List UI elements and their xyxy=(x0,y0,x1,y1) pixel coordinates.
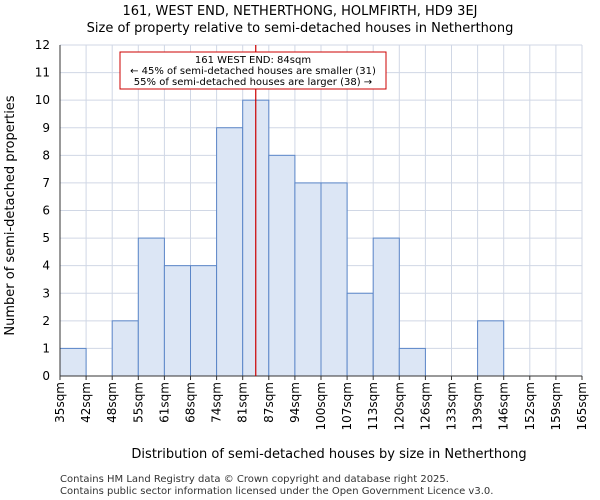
x-tick-label: 81sqm xyxy=(236,382,250,423)
x-tick-label: 126sqm xyxy=(418,382,432,430)
x-tick-label: 146sqm xyxy=(497,382,511,430)
x-tick-label: 107sqm xyxy=(340,382,354,430)
histogram-bar xyxy=(163,265,191,377)
annotation-smaller: ← 45% of semi-detached houses are smalle… xyxy=(130,66,376,77)
annotation-title: 161 WEST END: 84sqm xyxy=(195,55,311,66)
histogram-bar xyxy=(294,182,322,377)
footer-licence: Contains public sector information licen… xyxy=(60,486,494,497)
histogram-bar xyxy=(398,347,426,377)
x-tick-label: 120sqm xyxy=(392,382,406,430)
annotation-box xyxy=(119,51,387,90)
annotation-larger: 55% of semi-detached houses are larger (… xyxy=(134,77,372,88)
y-tick-label: 4 xyxy=(42,259,50,273)
y-tick-label: 11 xyxy=(35,66,50,80)
x-tick-label: 113sqm xyxy=(366,382,380,430)
y-tick-label: 12 xyxy=(35,38,50,52)
histogram-bar xyxy=(477,320,505,377)
chart-subtitle: Size of property relative to semi-detach… xyxy=(86,21,514,36)
x-tick-label: 165sqm xyxy=(575,382,589,430)
y-axis-label: Number of semi-detached properties xyxy=(3,95,18,335)
x-tick-label: 159sqm xyxy=(549,382,563,430)
x-tick-label: 61sqm xyxy=(157,382,171,423)
histogram-bar xyxy=(320,182,348,377)
x-tick-label: 139sqm xyxy=(471,382,485,430)
x-tick-label: 35sqm xyxy=(53,382,67,423)
histogram-bar xyxy=(268,154,296,377)
x-tick-label: 55sqm xyxy=(131,382,145,423)
x-axis-label: Distribution of semi-detached houses by … xyxy=(131,447,526,462)
x-tick-label: 48sqm xyxy=(105,382,119,423)
y-tick-label: 8 xyxy=(42,148,50,162)
footer-copyright: Contains HM Land Registry data © Crown c… xyxy=(60,474,449,485)
histogram-bar xyxy=(346,292,374,377)
x-tick-label: 152sqm xyxy=(523,382,537,430)
chart-title: 161, WEST END, NETHERTHONG, HOLMFIRTH, H… xyxy=(122,4,478,19)
x-tick-label: 42sqm xyxy=(79,382,93,423)
y-tick-label: 6 xyxy=(42,204,50,218)
y-tick-label: 0 xyxy=(42,369,50,383)
x-tick-label: 133sqm xyxy=(445,382,459,430)
histogram-bar xyxy=(190,265,218,377)
x-tick-label: 94sqm xyxy=(288,382,302,423)
x-tick-label: 87sqm xyxy=(262,382,276,423)
y-tick-label: 10 xyxy=(35,93,50,107)
histogram-bar xyxy=(372,237,400,377)
histogram-bar xyxy=(59,347,87,377)
histogram-bar xyxy=(216,127,244,377)
y-tick-label: 5 xyxy=(42,231,50,245)
y-tick-label: 3 xyxy=(42,286,50,300)
y-tick-label: 2 xyxy=(42,314,50,328)
x-tick-label: 74sqm xyxy=(210,382,224,423)
x-tick-label: 68sqm xyxy=(184,382,198,423)
x-tick-label: 100sqm xyxy=(314,382,328,430)
y-tick-label: 7 xyxy=(42,176,50,190)
histogram-bar xyxy=(137,237,165,377)
y-tick-label: 9 xyxy=(42,121,50,135)
histogram-bar xyxy=(111,320,139,377)
y-tick-label: 1 xyxy=(42,341,50,355)
